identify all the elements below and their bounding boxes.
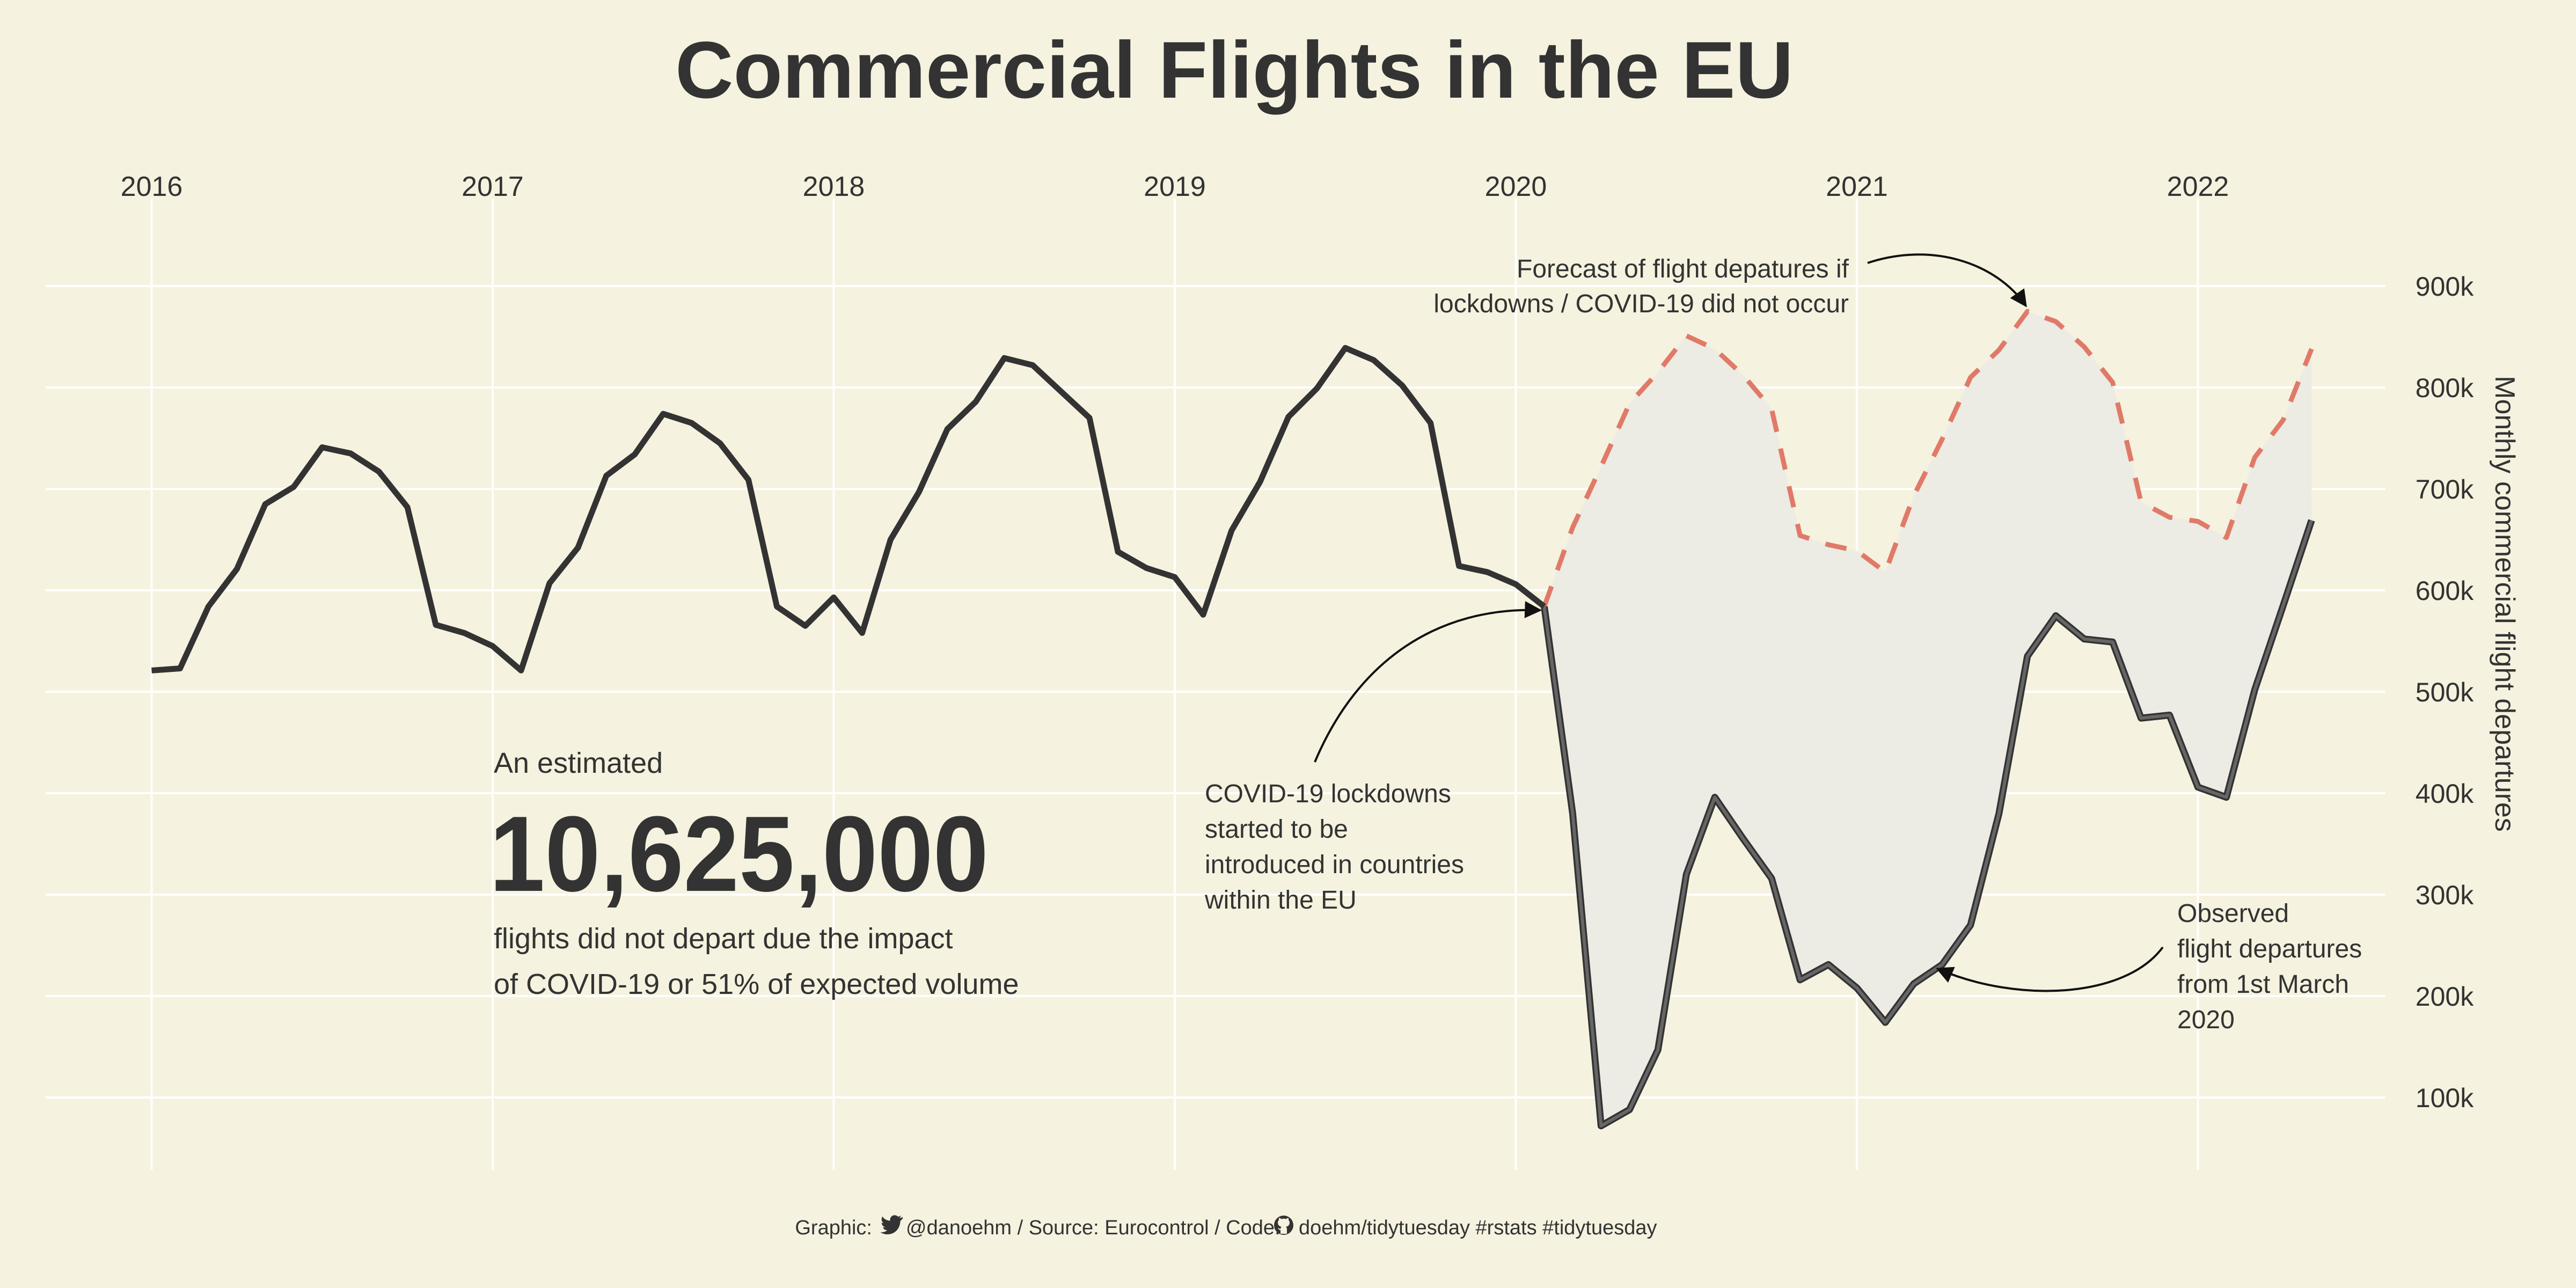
y-tick-label: 700k [2416,474,2474,504]
y-tick-label: 100k [2416,1083,2474,1113]
forecast-annotation-line-1: Forecast of flight depatures if [1517,255,1849,283]
observed-annotation-line-1: Observed [2177,899,2289,928]
forecast-annotation-arrow [1867,253,2027,308]
lockdown-annotation-line-2: started to be [1205,815,1348,844]
x-tick-label: 2018 [803,171,865,202]
x-tick-label: 2022 [2167,171,2229,202]
y-tick-label: 600k [2416,576,2474,606]
observed-annotation-arrow [1936,946,2164,992]
lockdown-annotation-line-1: COVID-19 lockdowns [1205,780,1451,808]
estimate-detail-line-1: flights did not depart due the impact [494,923,953,955]
observed-annotation-line-4: 2020 [2177,1006,2235,1034]
observed-covid-line [1542,519,2314,1128]
observed-annotation-line-2: flight departures [2177,935,2362,963]
covid-gap-area [1544,311,2312,1126]
lockdown-annotation-arrow [1314,601,1542,763]
x-tick-label: 2020 [1485,171,1547,202]
lockdown-annotation-line-3: introduced in countries [1205,851,1464,879]
y-axis-label: Monthly commercial flight departures [2489,376,2520,832]
estimate-block: An estimated 10,625,000 flights did not … [489,747,1019,1000]
chart-title: Commercial Flights in the EU [675,25,1794,115]
y-tick-label: 500k [2416,677,2474,707]
caption: Graphic: @danoehm / Source: Eurocontrol … [795,1215,1657,1239]
observed-annotation: Observed flight departures from 1st Marc… [1936,899,2362,1034]
github-icon [1274,1216,1293,1235]
forecast-annotation: Forecast of flight depatures if lockdown… [1433,253,2027,318]
estimate-intro: An estimated [494,747,663,779]
y-tick-label: 200k [2416,982,2474,1012]
x-tick-labels: 2016 2017 2018 2019 2020 2021 2022 [121,171,2229,202]
series-lines [151,309,2315,1130]
caption-handle: @danoehm / Source: Eurocontrol / Code: [906,1217,1280,1239]
lockdown-annotation: COVID-19 lockdowns started to be introdu… [1204,601,1542,914]
y-tick-label: 300k [2416,880,2474,910]
caption-graphic: Graphic: [795,1217,872,1239]
caption-repo: doehm/tidytuesday #rstats #tidytuesday [1299,1217,1657,1239]
estimate-number: 10,625,000 [489,794,989,914]
y-tick-label: 400k [2416,779,2474,809]
lockdown-annotation-line-4: within the EU [1204,886,1357,914]
estimate-detail-line-2: of COVID-19 or 51% of expected volume [494,968,1019,1000]
y-tick-labels: 100k 200k 300k 400k 500k 600k 700k 800k 900k [2416,272,2474,1113]
y-tick-label: 900k [2416,272,2474,302]
x-tick-label: 2019 [1144,171,1206,202]
x-gridlines [150,199,2199,1170]
observed-annotation-line-3: from 1st March [2177,970,2349,999]
y-gridlines [46,285,2385,1099]
forecast-annotation-line-2: lockdowns / COVID-19 did not occur [1433,290,1849,318]
x-tick-label: 2016 [121,171,183,202]
x-tick-label: 2017 [462,171,524,202]
forecast-line [1542,309,2314,608]
twitter-icon [880,1215,903,1234]
x-tick-label: 2021 [1826,171,1888,202]
observed-line [151,345,1546,674]
y-tick-label: 800k [2416,373,2474,403]
